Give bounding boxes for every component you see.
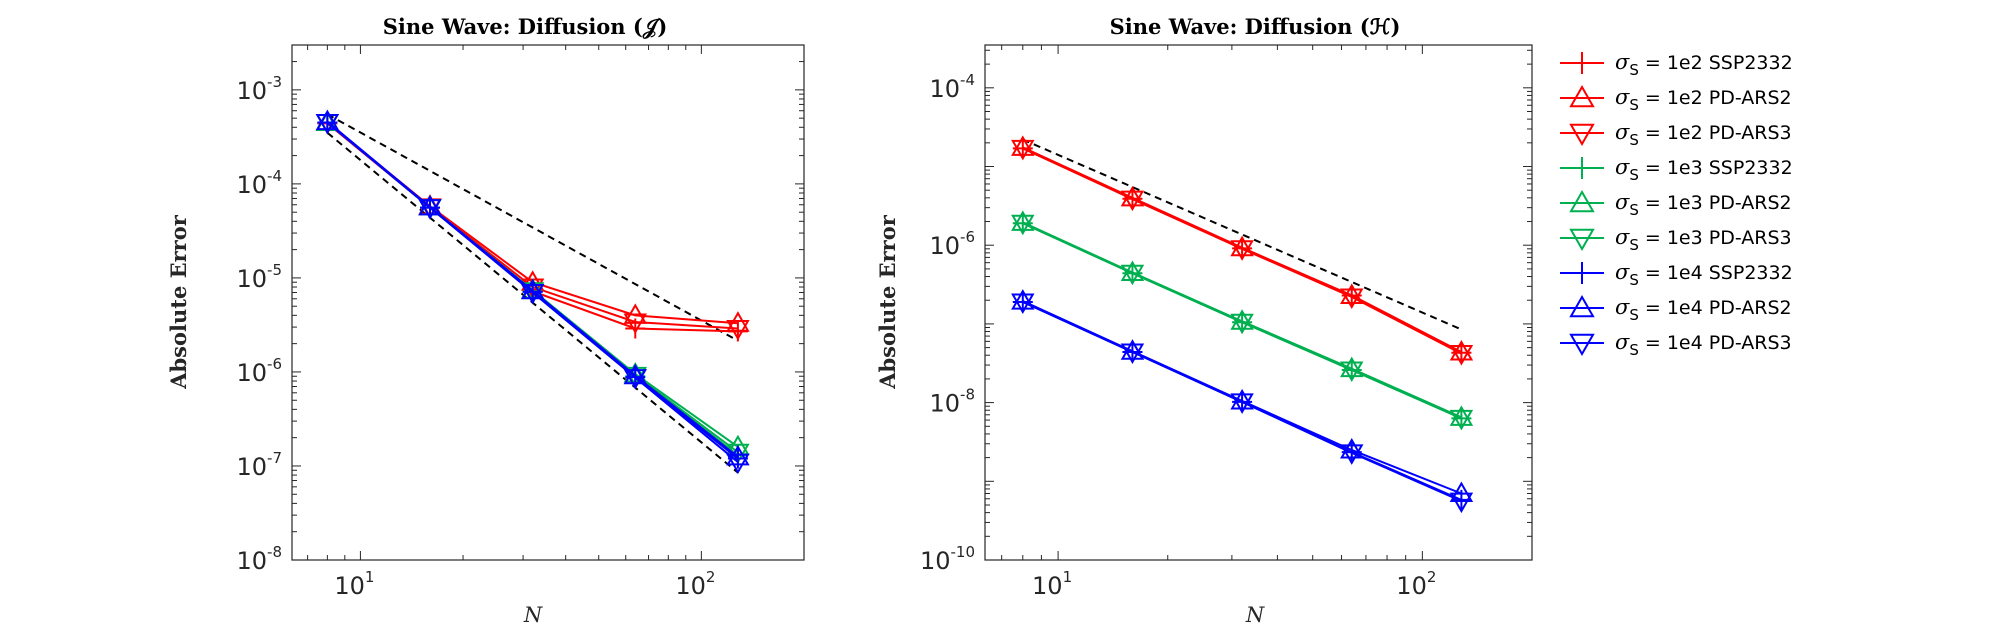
legend-marker [1569, 333, 1595, 357]
chart-title: Sine Wave: Diffusion (𝒥) [383, 14, 668, 40]
chart-title: Sine Wave: Diffusion (ℋ) [1110, 14, 1401, 39]
x-axis-label: N [523, 603, 543, 625]
reference-slope-line [326, 113, 739, 342]
series-line [1022, 146, 1462, 353]
data-point-marker [315, 113, 340, 135]
data-point-marker [1340, 288, 1364, 309]
series-line [1022, 147, 1462, 355]
series-line [1022, 222, 1462, 420]
reference-slope-line [1022, 138, 1462, 331]
y-tick-label: 10-6 [929, 228, 975, 260]
y-axis-label: Absolute Error [166, 214, 191, 390]
x-tick-label: 101 [334, 568, 374, 600]
chart-legend: σS = 1e2 SSP2332 σS = 1e2 PD-ARS2 σS = 1e2 PD… [1560, 50, 1793, 359]
data-point-marker [1011, 210, 1035, 231]
data-point-marker [726, 319, 750, 341]
data-point-marker [1449, 409, 1474, 431]
legend-entry-label: σS = 1e2 PD-ARS2 [1615, 85, 1792, 114]
data-point-marker [623, 313, 648, 334]
data-point-marker [726, 453, 750, 475]
x-tick-label: 101 [1032, 568, 1072, 600]
data-point-marker [1011, 139, 1035, 161]
data-point-marker [1230, 313, 1254, 335]
data-point-marker [1449, 345, 1474, 366]
y-tick-label: 10-7 [236, 449, 282, 481]
legend-marker [1569, 228, 1595, 252]
data-point-marker [1011, 214, 1035, 236]
data-point-marker [1230, 393, 1254, 414]
chart-panel-right: Sine Wave: Diffusion (ℋ) 101 102 10-4 10-6 1… [875, 14, 1533, 625]
data-point-marker [520, 283, 545, 305]
legend-marker [1571, 52, 1593, 74]
data-point-marker [1011, 289, 1035, 310]
legend-entry-label: σS = 1e3 PD-ARS3 [1615, 225, 1792, 254]
legend-marker [1569, 294, 1595, 318]
data-point-marker [1340, 361, 1364, 382]
data-point-marker [1120, 264, 1145, 286]
x-tick-label: 102 [1396, 568, 1436, 600]
legend-marker [1571, 262, 1593, 284]
y-tick-label: 10-8 [236, 543, 282, 575]
legend-entry-label: σS = 1e3 PD-ARS2 [1615, 190, 1792, 219]
series-line [1022, 301, 1462, 503]
data-point-marker [1011, 293, 1035, 314]
legend-entry-label: σS = 1e4 SSP2332 [1615, 260, 1793, 289]
chart-panel-left: Sine Wave: Diffusion (𝒥) 101 102 10-3 10-4 1… [166, 14, 805, 625]
y-tick-label: 10-8 [929, 386, 975, 418]
x-axis-label: N [1245, 603, 1265, 625]
data-point-marker [418, 199, 442, 220]
x-tick-label: 102 [675, 568, 715, 600]
legend-entry-label: σS = 1e4 PD-ARS3 [1615, 330, 1792, 359]
y-tick-label: 10-5 [236, 261, 282, 293]
data-point-marker [315, 109, 340, 131]
plot-area-frame [984, 44, 1533, 561]
legend-entry-label: σS = 1e2 SSP2332 [1615, 50, 1793, 79]
legend-entry-label: σS = 1e2 PD-ARS3 [1615, 120, 1792, 149]
data-point-marker [1340, 437, 1364, 459]
legend-marker [1569, 189, 1595, 213]
y-tick-label: 10-10 [920, 543, 975, 575]
data-point-marker [726, 444, 750, 466]
legend-marker [1569, 84, 1595, 108]
legend-entry-label: σS = 1e4 PD-ARS2 [1615, 295, 1792, 324]
legend-marker [1571, 157, 1593, 179]
data-point-marker [1011, 135, 1035, 156]
data-point-marker [1120, 190, 1145, 212]
y-tick-label: 10-3 [236, 73, 282, 105]
y-tick-label: 10-4 [929, 71, 975, 103]
y-axis-label: Absolute Error [875, 214, 900, 390]
data-point-marker [1449, 492, 1474, 514]
data-point-marker [1230, 240, 1254, 261]
y-tick-label: 10-4 [236, 167, 282, 199]
data-point-marker [1340, 444, 1364, 465]
data-point-marker [623, 369, 648, 390]
data-point-marker [418, 194, 442, 216]
series-line [326, 121, 739, 463]
data-point-marker [1120, 343, 1145, 364]
legend-marker [1569, 123, 1595, 147]
y-tick-label: 10-6 [236, 355, 282, 387]
legend-entry-label: σS = 1e3 SSP2332 [1615, 155, 1793, 184]
